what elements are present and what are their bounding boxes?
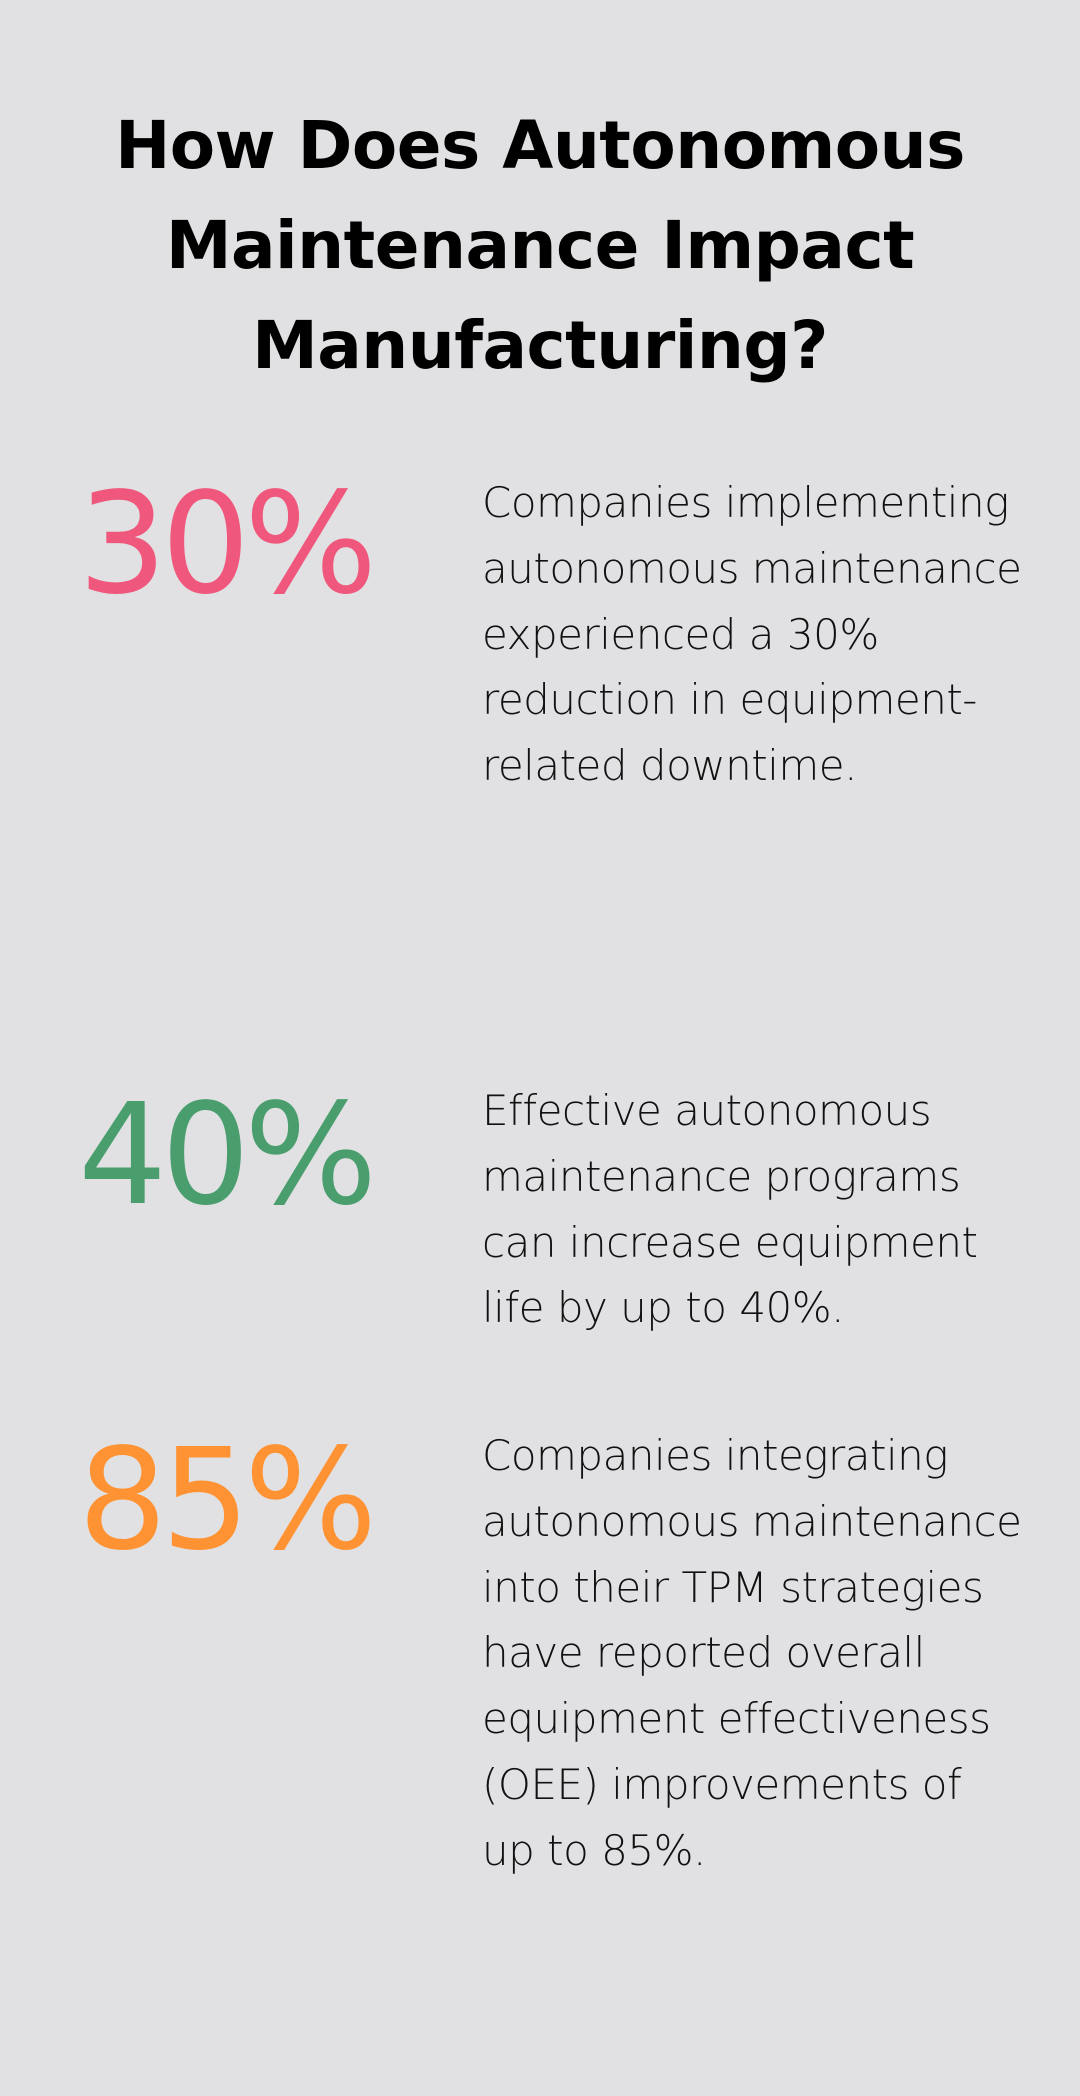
stat-value: 85% [78,1419,377,1582]
stat-value: 40% [78,1074,377,1237]
page-title: How Does Autonomous Maintenance Impact M… [115,107,965,384]
stat-description: Effective autonomous maintenance program… [482,1086,978,1333]
stat-value: 30% [78,463,377,626]
stat-description: Companies implementing autonomous mainte… [482,478,1022,791]
stat-description: Companies integrating autonomous mainten… [482,1431,1022,1875]
